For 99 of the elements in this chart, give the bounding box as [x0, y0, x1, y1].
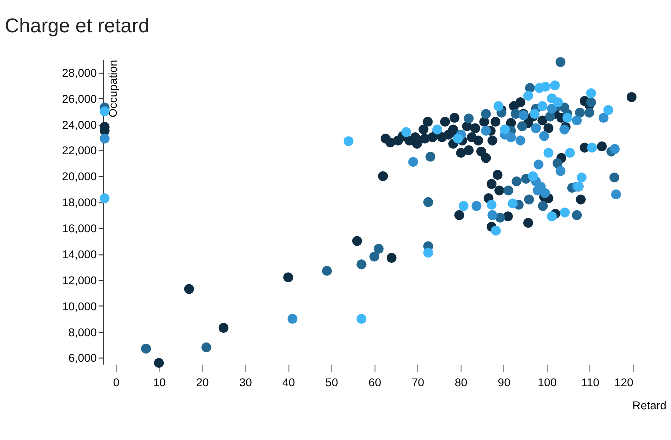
x-tick-label: 0	[113, 378, 120, 390]
point	[504, 186, 514, 196]
point	[100, 194, 110, 204]
point	[572, 210, 582, 220]
point	[424, 197, 434, 208]
point	[604, 105, 614, 116]
point	[202, 342, 212, 353]
point	[540, 82, 551, 92]
point	[288, 314, 298, 324]
point	[356, 314, 367, 324]
point	[547, 104, 558, 114]
point	[586, 98, 596, 108]
point	[540, 188, 550, 198]
point	[370, 252, 380, 262]
point	[539, 131, 550, 142]
point	[322, 266, 332, 276]
point	[610, 172, 620, 183]
x-tick-label: 30	[240, 378, 252, 390]
x-tick-label: 120	[614, 378, 634, 390]
y-axis-title: Occupation	[108, 60, 120, 118]
y-tick-label: 24,000	[62, 120, 98, 132]
point	[562, 113, 573, 124]
point	[491, 226, 502, 236]
point	[141, 344, 152, 354]
point	[538, 101, 548, 112]
point	[523, 91, 534, 101]
point	[556, 166, 566, 176]
point	[506, 132, 516, 142]
point	[538, 201, 548, 212]
point	[572, 116, 582, 126]
point	[402, 127, 412, 138]
point	[547, 212, 558, 222]
point	[374, 244, 384, 254]
point	[356, 260, 367, 270]
x-tick-label: 20	[196, 378, 210, 390]
y-tick-label: 22,000	[62, 146, 98, 158]
point	[458, 201, 469, 212]
point	[488, 210, 498, 220]
point	[530, 109, 540, 120]
y-tick-label: 12,000	[62, 275, 98, 288]
point	[565, 148, 576, 158]
point	[610, 144, 620, 154]
point	[512, 176, 522, 187]
point	[611, 190, 622, 200]
point	[500, 124, 510, 135]
point	[481, 109, 492, 120]
point	[516, 136, 526, 146]
point	[508, 198, 518, 209]
point	[584, 108, 595, 118]
point	[344, 136, 354, 146]
point	[560, 208, 570, 218]
x-tick-label: 80	[454, 378, 468, 390]
point	[531, 123, 542, 134]
point	[472, 201, 482, 212]
point	[587, 142, 598, 153]
x-tick-label: 110	[581, 378, 600, 390]
y-tick-label: 8,000	[68, 327, 98, 340]
point	[528, 171, 538, 182]
y-tick-label: 16,000	[62, 224, 98, 236]
point	[495, 212, 506, 223]
y-tick-label: 26,000	[62, 94, 98, 106]
x-tick-label: 100	[538, 378, 557, 390]
point	[464, 114, 474, 124]
point	[550, 80, 560, 91]
y-tick-label: 18,000	[62, 198, 98, 210]
point	[575, 108, 586, 118]
point	[598, 113, 609, 124]
y-tick-label: 20,000	[62, 172, 98, 184]
point	[486, 200, 497, 210]
point	[426, 152, 436, 162]
x-tick-label: 40	[282, 378, 296, 390]
x-tick-label: 90	[498, 378, 511, 390]
point	[494, 101, 504, 112]
point	[524, 194, 534, 205]
x-axis-title: Retard	[632, 400, 667, 412]
point	[586, 88, 596, 98]
chart-title: Charge et retard	[5, 16, 150, 38]
point	[432, 124, 442, 135]
point	[534, 160, 544, 170]
y-tick-label: 28,000	[62, 68, 98, 80]
point	[481, 126, 492, 136]
point	[576, 172, 587, 183]
x-tick-label: 50	[326, 378, 338, 390]
y-tick-label: 14,000	[62, 249, 98, 262]
point	[453, 134, 464, 144]
y-tick-label: 10,000	[62, 301, 98, 314]
point	[544, 148, 554, 158]
point	[560, 124, 570, 135]
point	[424, 248, 434, 258]
x-tick-label: 60	[368, 378, 382, 390]
point	[100, 134, 110, 144]
x-tick-label: 70	[412, 378, 424, 390]
x-tick-label: 10	[153, 378, 166, 390]
point	[552, 158, 563, 168]
point	[408, 157, 418, 168]
point	[556, 57, 566, 68]
point	[553, 98, 564, 108]
point	[517, 122, 528, 132]
y-tick-label: 6,000	[68, 353, 98, 366]
